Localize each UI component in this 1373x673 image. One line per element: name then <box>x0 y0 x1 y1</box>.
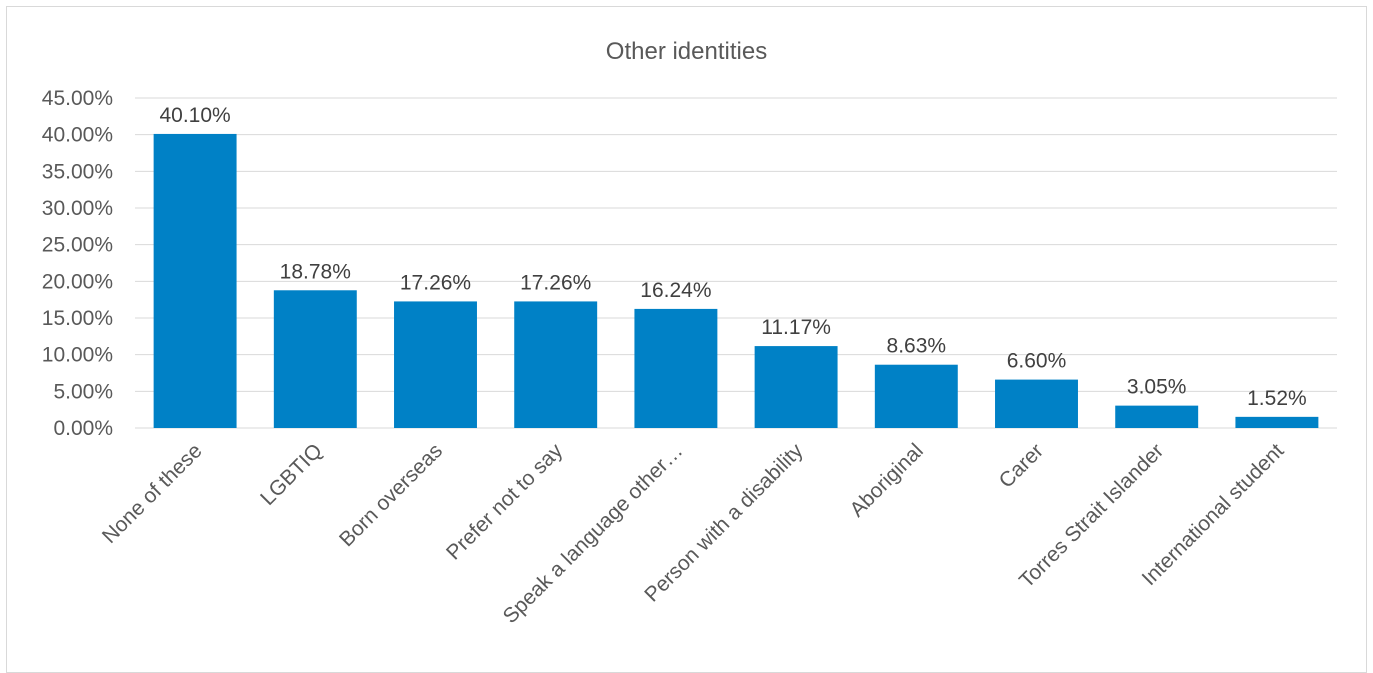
data-label: 1.52% <box>1247 387 1307 410</box>
x-tick-label: Carer <box>995 439 1048 492</box>
data-label: 16.24% <box>640 279 711 302</box>
data-label: 40.10% <box>159 104 230 127</box>
y-tick-label: 5.00% <box>53 380 113 403</box>
data-label: 18.78% <box>280 260 351 283</box>
bar <box>875 365 958 428</box>
data-label: 8.63% <box>887 335 947 358</box>
y-tick-label: 10.00% <box>42 344 113 367</box>
y-tick-label: 35.00% <box>42 160 113 183</box>
bar <box>1235 417 1318 428</box>
data-label: 17.26% <box>520 271 591 294</box>
x-tick-label: None of these <box>98 439 207 548</box>
data-label: 6.60% <box>1007 350 1067 373</box>
y-tick-label: 15.00% <box>42 307 113 330</box>
bar <box>274 290 357 428</box>
y-tick-label: 25.00% <box>42 234 113 257</box>
bar <box>394 301 477 428</box>
data-label: 3.05% <box>1127 376 1187 399</box>
bar <box>634 309 717 428</box>
x-tick-label: Prefer not to say <box>442 439 568 565</box>
data-label: 17.26% <box>400 271 471 294</box>
bar <box>755 346 838 428</box>
bar <box>995 380 1078 428</box>
y-tick-label: 20.00% <box>42 270 113 293</box>
bar <box>154 134 237 428</box>
y-tick-label: 40.00% <box>42 124 113 147</box>
x-tick-label: LGBTIQ <box>256 439 327 510</box>
x-tick-label: Born overseas <box>335 439 447 551</box>
y-tick-label: 0.00% <box>53 417 113 440</box>
data-label: 11.17% <box>761 316 831 339</box>
y-tick-label: 45.00% <box>42 87 113 110</box>
bar <box>514 301 597 428</box>
x-tick-label: Aboriginal <box>846 439 928 521</box>
bar <box>1115 406 1198 428</box>
y-tick-label: 30.00% <box>42 197 113 220</box>
